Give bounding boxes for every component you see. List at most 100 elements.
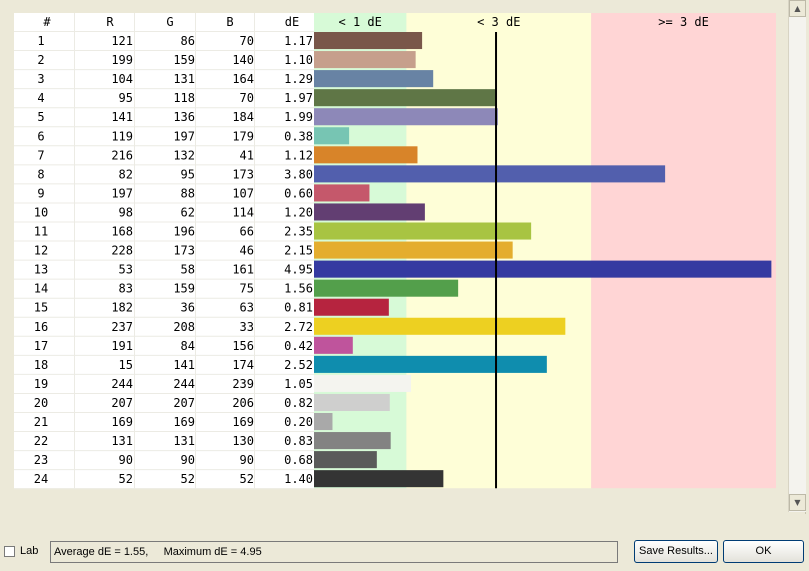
r-value: 90: [119, 453, 133, 467]
row-number: 21: [34, 415, 48, 429]
b-value: 90: [240, 453, 254, 467]
de-value: 2.72: [284, 320, 313, 334]
de-bar-11: [314, 222, 532, 240]
scroll-down-icon[interactable]: ▼: [789, 494, 806, 511]
ok-button[interactable]: OK: [723, 540, 804, 563]
de-value: 1.05: [284, 377, 313, 391]
row-number: 2: [37, 53, 44, 67]
r-value: 52: [119, 472, 133, 486]
scroll-up-icon[interactable]: ▲: [789, 0, 806, 17]
de-bar-18: [314, 355, 547, 373]
de-bar-6: [314, 127, 350, 145]
r-value: 119: [111, 129, 133, 143]
r-value: 197: [111, 186, 133, 200]
g-value: 84: [181, 339, 195, 353]
band-label: >= 3 dE: [658, 15, 709, 29]
de-value: 0.83: [284, 434, 313, 448]
de-value: 0.42: [284, 339, 313, 353]
de-value: 0.81: [284, 301, 313, 315]
r-value: 131: [111, 434, 133, 448]
row-number: 10: [34, 205, 48, 219]
r-value: 53: [119, 263, 133, 277]
table-background: [14, 13, 314, 489]
de-bar-16: [314, 317, 566, 335]
r-value: 207: [111, 396, 133, 410]
save-results-button[interactable]: Save Results...: [634, 540, 718, 563]
row-number: 19: [34, 377, 48, 391]
g-value: 207: [173, 396, 195, 410]
column-header: #: [43, 15, 51, 29]
row-number: 14: [34, 282, 48, 296]
de-value: 3.80: [284, 167, 313, 181]
de-value: 2.15: [284, 244, 313, 258]
column-header: B: [226, 15, 233, 29]
de-bar-17: [314, 336, 353, 354]
de-bar-13: [314, 260, 772, 278]
r-value: 83: [119, 282, 133, 296]
b-value: 156: [232, 339, 254, 353]
g-value: 208: [173, 320, 195, 334]
g-value: 95: [181, 167, 195, 181]
b-value: 33: [240, 320, 254, 334]
row-number: 16: [34, 320, 48, 334]
b-value: 140: [232, 53, 254, 67]
row-number: 7: [37, 148, 44, 162]
r-value: 15: [119, 358, 133, 372]
b-value: 164: [232, 72, 254, 86]
g-value: 36: [181, 301, 195, 315]
de-value: 0.38: [284, 129, 313, 143]
b-value: 169: [232, 415, 254, 429]
row-number: 5: [37, 110, 44, 124]
g-value: 62: [181, 205, 195, 219]
de-bar-12: [314, 241, 513, 259]
de-bar-23: [314, 451, 377, 469]
b-value: 114: [232, 205, 254, 219]
g-value: 159: [173, 282, 195, 296]
lab-checkbox[interactable]: [4, 546, 15, 557]
r-value: 121: [111, 34, 133, 48]
row-number: 11: [34, 225, 48, 239]
g-value: 244: [173, 377, 195, 391]
de-bar-10: [314, 203, 425, 221]
de-bar-15: [314, 298, 389, 316]
r-value: 237: [111, 320, 133, 334]
row-number: 17: [34, 339, 48, 353]
b-value: 75: [240, 282, 254, 296]
de-value: 0.60: [284, 186, 313, 200]
g-value: 86: [181, 34, 195, 48]
r-value: 169: [111, 415, 133, 429]
status-field: Average dE = 1.55, Maximum dE = 4.95: [50, 541, 618, 563]
band-3: [591, 13, 776, 489]
row-number: 1: [37, 34, 44, 48]
g-value: 88: [181, 186, 195, 200]
r-value: 95: [119, 91, 133, 105]
de-bar-4: [314, 89, 497, 107]
de-value: 1.40: [284, 472, 313, 486]
de-value: 1.29: [284, 72, 313, 86]
r-value: 104: [111, 72, 133, 86]
r-value: 141: [111, 110, 133, 124]
de-value: 1.12: [284, 148, 313, 162]
b-value: 184: [232, 110, 254, 124]
de-value: 1.17: [284, 34, 313, 48]
de-value: 1.20: [284, 205, 313, 219]
row-number: 12: [34, 244, 48, 258]
b-value: 46: [240, 244, 254, 258]
de-bar-21: [314, 413, 333, 431]
row-number: 15: [34, 301, 48, 315]
de-value: 1.56: [284, 282, 313, 296]
de-value: 0.68: [284, 453, 313, 467]
de-value: 2.52: [284, 358, 313, 372]
vertical-scrollbar[interactable]: ▲ ▼: [788, 0, 806, 512]
b-value: 173: [232, 167, 254, 181]
g-value: 169: [173, 415, 195, 429]
de-bar-3: [314, 70, 434, 88]
row-number: 9: [37, 186, 44, 200]
r-value: 199: [111, 53, 133, 67]
band-label: < 3 dE: [477, 15, 520, 29]
r-value: 82: [119, 167, 133, 181]
row-number: 23: [34, 453, 48, 467]
bottom-bar: Lab Average dE = 1.55, Maximum dE = 4.95…: [0, 514, 809, 571]
b-value: 66: [240, 225, 254, 239]
